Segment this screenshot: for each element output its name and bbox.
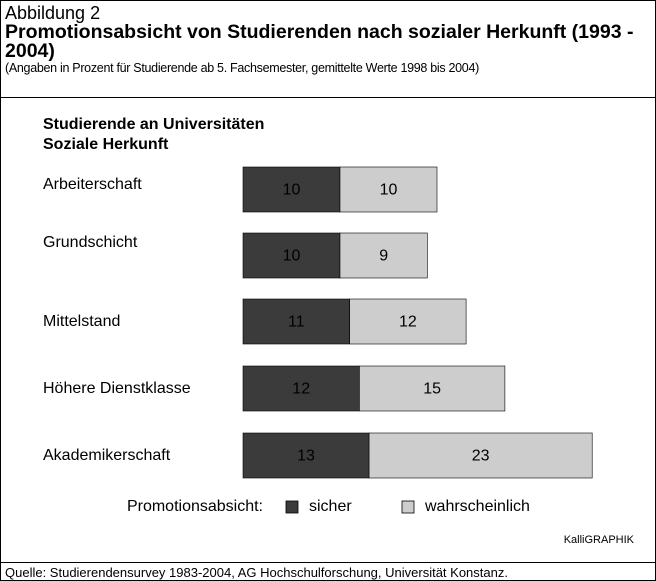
subtitle: (Angaben in Prozent für Studierende ab 5… bbox=[5, 61, 479, 75]
legend-label: sicher bbox=[309, 498, 352, 515]
category-label: Mittelstand bbox=[43, 313, 120, 330]
data-label: 23 bbox=[472, 448, 490, 465]
bar-segment bbox=[368, 432, 593, 479]
credit: KalliGRAPHIK bbox=[564, 534, 635, 546]
chart-subtitle: Soziale Herkunft bbox=[43, 136, 169, 153]
category-label: Akademikerschaft bbox=[43, 447, 171, 464]
data-label: 15 bbox=[423, 381, 441, 398]
legend-swatch bbox=[401, 500, 415, 514]
bar-segment bbox=[359, 365, 506, 412]
chart-title: Studierende an Universitäten bbox=[43, 116, 264, 133]
bar-segment bbox=[242, 365, 360, 412]
source: Quelle: Studierendensurvey 1983-2004, AG… bbox=[1, 562, 655, 580]
figure-label: Abbildung 2 bbox=[5, 3, 101, 23]
bar-segment bbox=[339, 232, 428, 279]
legend-title: Promotionsabsicht: bbox=[127, 498, 263, 515]
bar-segment bbox=[349, 298, 467, 345]
chart: Studierende an Universitäten Soziale Her… bbox=[43, 116, 635, 546]
legend-swatch bbox=[285, 500, 299, 514]
data-label: 9 bbox=[379, 248, 388, 265]
title: Promotionsabsicht von Studierenden nach … bbox=[5, 21, 634, 62]
data-label: 10 bbox=[380, 182, 398, 199]
data-label: 11 bbox=[288, 314, 305, 331]
category-label: Arbeiterschaft bbox=[43, 176, 142, 193]
bar-segment bbox=[242, 298, 350, 345]
bar-segment bbox=[242, 166, 341, 213]
data-label: 13 bbox=[297, 448, 315, 465]
data-label: 10 bbox=[283, 248, 301, 265]
legend-label: wahrscheinlich bbox=[424, 498, 530, 515]
bar-segment bbox=[339, 166, 438, 213]
data-label: 12 bbox=[292, 381, 310, 398]
bar-segment bbox=[242, 432, 370, 479]
bar-segment bbox=[242, 232, 341, 279]
category-label: Höhere Dienstklasse bbox=[43, 380, 191, 397]
header: Abbildung 2 Promotionsabsicht von Studie… bbox=[1, 1, 655, 98]
data-label: 10 bbox=[283, 182, 301, 199]
category-label: Grundschicht bbox=[43, 234, 138, 251]
data-label: 12 bbox=[399, 314, 417, 331]
